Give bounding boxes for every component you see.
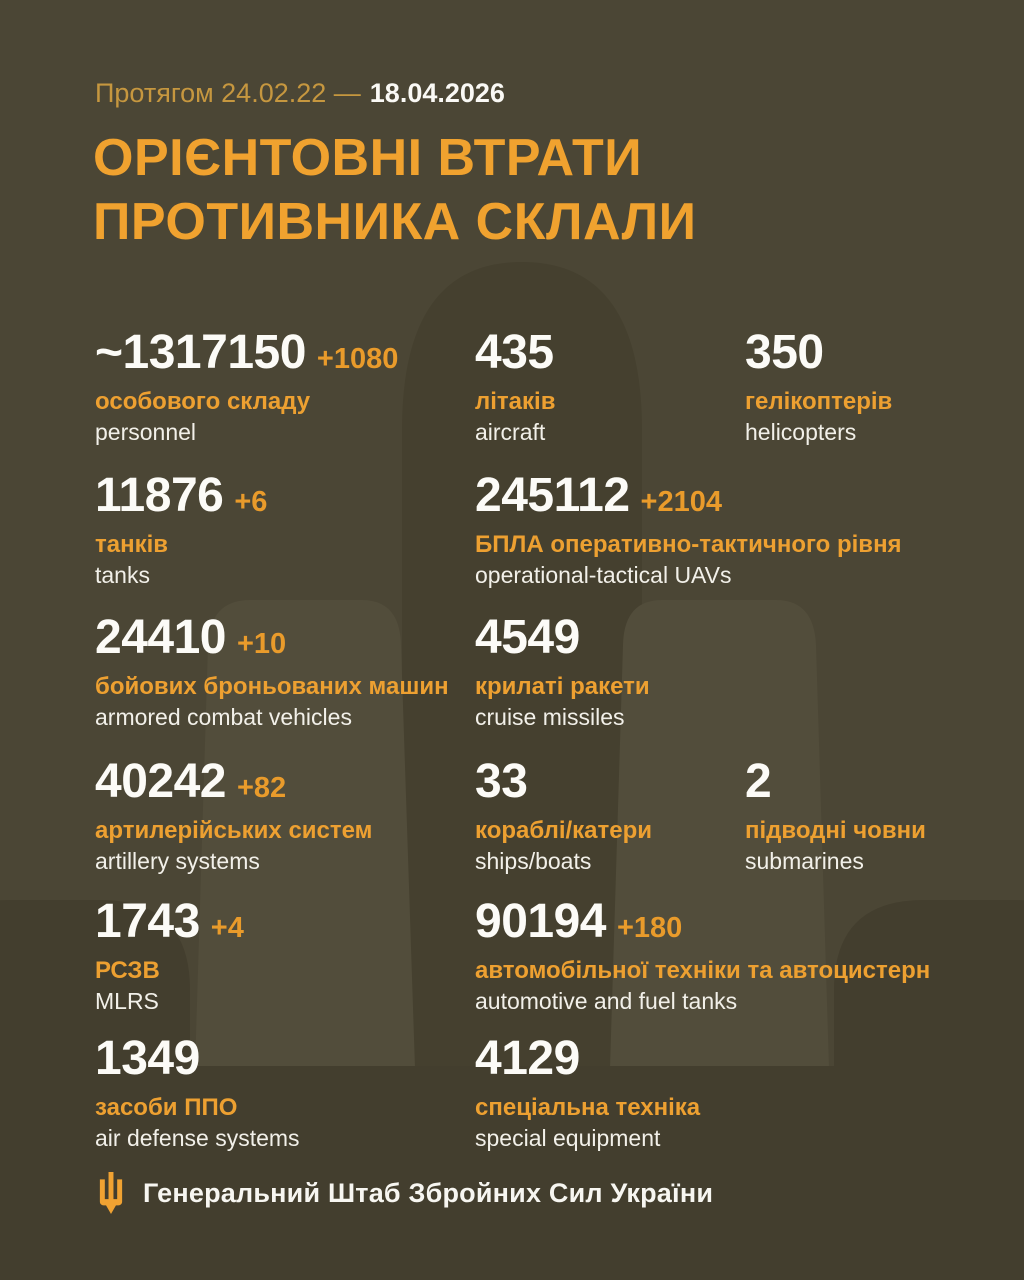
stat-label-en: MLRS: [95, 988, 159, 1014]
stat-label-en: armored combat vehicles: [95, 704, 352, 730]
stat-value: 350: [745, 326, 824, 379]
stat-aircraft: 435 літаків aircraft: [475, 328, 565, 446]
stat-special-equipment: 4129 спеціальна техніка special equipmen…: [475, 1034, 700, 1152]
stat-delta: +82: [236, 772, 287, 804]
date-range: Протягом 24.02.22 — 18.04.2026: [95, 76, 505, 110]
stat-label-uk: БПЛА оперативно-тактичного рівня: [475, 531, 902, 558]
stat-delta: +180: [616, 912, 683, 944]
page-title: ОРІЄНТОВНІ ВТРАТИ ПРОТИВНИКА СКЛАЛИ: [93, 126, 697, 254]
stat-label-en: aircraft: [475, 419, 546, 445]
footer-org-name: Генеральний Штаб Збройних Сил України: [143, 1177, 714, 1208]
stat-label-en: cruise missiles: [475, 704, 625, 730]
stat-air-defense: 1349 засоби ППО air defense systems: [95, 1034, 300, 1152]
stat-value: 33: [475, 755, 528, 808]
stat-label-en: submarines: [745, 848, 864, 874]
page-title-line2: ПРОТИВНИКА СКЛАЛИ: [93, 193, 697, 251]
date-current: 18.04.2026: [369, 78, 505, 108]
stat-label-en: air defense systems: [95, 1125, 300, 1151]
stat-label-uk: засоби ППО: [95, 1094, 238, 1121]
stat-delta: +10: [236, 628, 287, 660]
stat-value: 1743: [95, 895, 200, 948]
stat-label-en: special equipment: [475, 1125, 661, 1151]
stat-label-en: personnel: [95, 419, 197, 445]
stat-label-uk: підводні човни: [745, 817, 926, 844]
stat-label-uk: РСЗВ: [95, 957, 160, 984]
stat-mlrs: 1743 +4 РСЗВ MLRS: [95, 897, 244, 1015]
stat-value: 40242: [95, 755, 226, 808]
stat-delta: +6: [234, 486, 268, 518]
stat-armored-vehicles: 24410 +10 бойових броньованих машин armo…: [95, 613, 449, 731]
stat-personnel: ~1317150 +1080 особового складу personne…: [95, 328, 398, 446]
stat-label-uk: артилерійських систем: [95, 817, 373, 844]
stat-value: 245112: [475, 469, 630, 522]
date-range-prefix: Протягом 24.02.22 —: [95, 78, 361, 108]
stat-value: 24410: [95, 611, 226, 664]
stat-label-en: ships/boats: [475, 848, 592, 874]
stat-value: 4129: [475, 1032, 580, 1085]
stat-uavs: 245112 +2104 БПЛА оперативно-тактичного …: [475, 471, 902, 589]
stat-delta: +4: [210, 912, 244, 944]
stat-label-uk: кораблі/катери: [475, 817, 653, 844]
stat-helicopters: 350 гелікоптерів helicopters: [745, 328, 892, 446]
stat-cruise-missiles: 4549 крилаті ракети cruise missiles: [475, 613, 650, 731]
stat-label-en: helicopters: [745, 419, 857, 445]
stat-submarines: 2 підводні човни submarines: [745, 757, 926, 875]
stat-label-uk: бойових броньованих машин: [95, 673, 449, 700]
stat-value: 2: [745, 755, 772, 808]
footer: Генеральний Штаб Збройних Сил України: [95, 1172, 713, 1214]
stat-automotive: 90194 +180 автомобільної техніки та авто…: [475, 897, 930, 1015]
stat-value: 435: [475, 326, 554, 379]
stat-label-uk: танків: [95, 531, 169, 558]
stat-label-uk: літаків: [475, 388, 556, 415]
stat-value: 1349: [95, 1032, 200, 1085]
stat-label-uk: особового складу: [95, 388, 311, 415]
stat-ships-boats: 33 кораблі/катери ships/boats: [475, 757, 652, 875]
stat-artillery: 40242 +82 артилерійських систем artiller…: [95, 757, 372, 875]
stat-value: 11876: [95, 469, 224, 522]
stat-value: ~1317150: [95, 326, 306, 379]
stat-value: 90194: [475, 895, 606, 948]
page-title-line1: ОРІЄНТОВНІ ВТРАТИ: [93, 129, 643, 187]
stat-label-en: automotive and fuel tanks: [475, 988, 738, 1014]
stat-tanks: 11876 +6 танків tanks: [95, 471, 267, 589]
trident-icon: [99, 1172, 123, 1214]
stat-delta: +2104: [640, 486, 722, 518]
stat-label-uk: гелікоптерів: [745, 388, 893, 415]
stat-label-en: artillery systems: [95, 848, 260, 874]
stat-label-en: operational-tactical UAVs: [475, 562, 732, 588]
stat-label-uk: крилаті ракети: [475, 673, 650, 700]
stat-label-uk: автомобільної техніки та автоцистерн: [475, 957, 931, 984]
stat-label-uk: спеціальна техніка: [475, 1094, 701, 1121]
stat-delta: +1080: [316, 343, 399, 375]
stat-value: 4549: [475, 611, 580, 664]
stat-label-en: tanks: [95, 562, 150, 588]
